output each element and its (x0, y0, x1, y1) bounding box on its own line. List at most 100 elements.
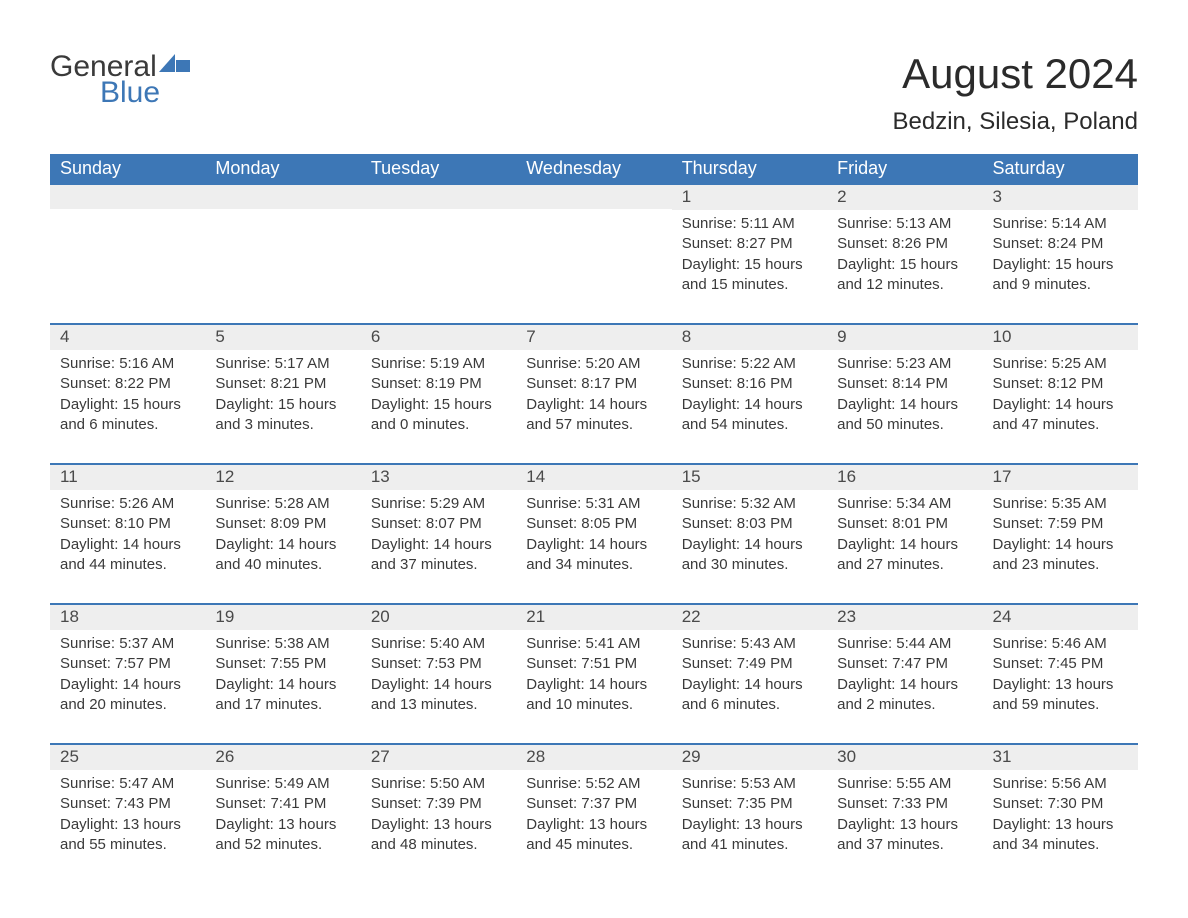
calendar-body: 1Sunrise: 5:11 AMSunset: 8:27 PMDaylight… (50, 185, 1138, 883)
day-body: Sunrise: 5:32 AMSunset: 8:03 PMDaylight:… (672, 490, 827, 603)
day-cell: 8Sunrise: 5:22 AMSunset: 8:16 PMDaylight… (672, 324, 827, 464)
day-cell: 15Sunrise: 5:32 AMSunset: 8:03 PMDayligh… (672, 464, 827, 604)
empty-day-num (361, 185, 516, 209)
dayname-sun: Sunday (50, 154, 205, 185)
day-body: Sunrise: 5:43 AMSunset: 7:49 PMDaylight:… (672, 630, 827, 743)
page: General Blue August 2024 Bedzin, Silesia… (0, 0, 1188, 913)
day-body: Sunrise: 5:55 AMSunset: 7:33 PMDaylight:… (827, 770, 982, 883)
day-cell: 2Sunrise: 5:13 AMSunset: 8:26 PMDaylight… (827, 185, 982, 324)
day-number: 29 (672, 745, 827, 770)
day-number: 9 (827, 325, 982, 350)
dayname-thu: Thursday (672, 154, 827, 185)
day-cell: 11Sunrise: 5:26 AMSunset: 8:10 PMDayligh… (50, 464, 205, 604)
day-number: 18 (50, 605, 205, 630)
day-cell (516, 185, 671, 324)
day-cell (361, 185, 516, 324)
calendar-table: Sunday Monday Tuesday Wednesday Thursday… (50, 154, 1138, 883)
week-row: 4Sunrise: 5:16 AMSunset: 8:22 PMDaylight… (50, 324, 1138, 464)
week-row: 25Sunrise: 5:47 AMSunset: 7:43 PMDayligh… (50, 744, 1138, 883)
day-body: Sunrise: 5:47 AMSunset: 7:43 PMDaylight:… (50, 770, 205, 883)
empty-day-body (361, 209, 516, 261)
day-body: Sunrise: 5:34 AMSunset: 8:01 PMDaylight:… (827, 490, 982, 603)
day-cell (50, 185, 205, 324)
dayname-wed: Wednesday (516, 154, 671, 185)
day-number: 24 (983, 605, 1138, 630)
day-number: 14 (516, 465, 671, 490)
week-row: 1Sunrise: 5:11 AMSunset: 8:27 PMDaylight… (50, 185, 1138, 324)
day-cell: 12Sunrise: 5:28 AMSunset: 8:09 PMDayligh… (205, 464, 360, 604)
day-body: Sunrise: 5:44 AMSunset: 7:47 PMDaylight:… (827, 630, 982, 743)
day-cell: 23Sunrise: 5:44 AMSunset: 7:47 PMDayligh… (827, 604, 982, 744)
day-cell: 30Sunrise: 5:55 AMSunset: 7:33 PMDayligh… (827, 744, 982, 883)
header: General Blue August 2024 Bedzin, Silesia… (50, 50, 1138, 136)
day-body: Sunrise: 5:53 AMSunset: 7:35 PMDaylight:… (672, 770, 827, 883)
title-block: August 2024 Bedzin, Silesia, Poland (893, 50, 1138, 136)
day-body: Sunrise: 5:49 AMSunset: 7:41 PMDaylight:… (205, 770, 360, 883)
day-number: 19 (205, 605, 360, 630)
day-cell: 4Sunrise: 5:16 AMSunset: 8:22 PMDaylight… (50, 324, 205, 464)
day-number: 2 (827, 185, 982, 210)
day-number: 13 (361, 465, 516, 490)
day-cell (205, 185, 360, 324)
day-body: Sunrise: 5:25 AMSunset: 8:12 PMDaylight:… (983, 350, 1138, 463)
empty-day-num (205, 185, 360, 209)
day-number: 21 (516, 605, 671, 630)
day-number: 27 (361, 745, 516, 770)
dayname-sat: Saturday (983, 154, 1138, 185)
empty-day-num (50, 185, 205, 209)
day-body: Sunrise: 5:23 AMSunset: 8:14 PMDaylight:… (827, 350, 982, 463)
day-cell: 29Sunrise: 5:53 AMSunset: 7:35 PMDayligh… (672, 744, 827, 883)
day-body: Sunrise: 5:46 AMSunset: 7:45 PMDaylight:… (983, 630, 1138, 743)
day-cell: 24Sunrise: 5:46 AMSunset: 7:45 PMDayligh… (983, 604, 1138, 744)
day-body: Sunrise: 5:17 AMSunset: 8:21 PMDaylight:… (205, 350, 360, 463)
day-body: Sunrise: 5:26 AMSunset: 8:10 PMDaylight:… (50, 490, 205, 603)
empty-day-body (205, 209, 360, 261)
day-body: Sunrise: 5:13 AMSunset: 8:26 PMDaylight:… (827, 210, 982, 323)
day-body: Sunrise: 5:22 AMSunset: 8:16 PMDaylight:… (672, 350, 827, 463)
day-cell: 20Sunrise: 5:40 AMSunset: 7:53 PMDayligh… (361, 604, 516, 744)
day-number: 22 (672, 605, 827, 630)
day-body: Sunrise: 5:16 AMSunset: 8:22 PMDaylight:… (50, 350, 205, 463)
day-number: 30 (827, 745, 982, 770)
day-cell: 7Sunrise: 5:20 AMSunset: 8:17 PMDaylight… (516, 324, 671, 464)
day-number: 6 (361, 325, 516, 350)
day-body: Sunrise: 5:28 AMSunset: 8:09 PMDaylight:… (205, 490, 360, 603)
day-cell: 1Sunrise: 5:11 AMSunset: 8:27 PMDaylight… (672, 185, 827, 324)
day-body: Sunrise: 5:20 AMSunset: 8:17 PMDaylight:… (516, 350, 671, 463)
day-number: 23 (827, 605, 982, 630)
month-title: August 2024 (893, 50, 1138, 98)
day-cell: 19Sunrise: 5:38 AMSunset: 7:55 PMDayligh… (205, 604, 360, 744)
day-number: 31 (983, 745, 1138, 770)
day-body: Sunrise: 5:14 AMSunset: 8:24 PMDaylight:… (983, 210, 1138, 323)
logo: General Blue (50, 50, 193, 110)
day-number: 10 (983, 325, 1138, 350)
calendar-header-row: Sunday Monday Tuesday Wednesday Thursday… (50, 154, 1138, 185)
day-cell: 5Sunrise: 5:17 AMSunset: 8:21 PMDaylight… (205, 324, 360, 464)
day-number: 25 (50, 745, 205, 770)
day-body: Sunrise: 5:37 AMSunset: 7:57 PMDaylight:… (50, 630, 205, 743)
day-number: 26 (205, 745, 360, 770)
day-number: 28 (516, 745, 671, 770)
day-cell: 6Sunrise: 5:19 AMSunset: 8:19 PMDaylight… (361, 324, 516, 464)
day-cell: 13Sunrise: 5:29 AMSunset: 8:07 PMDayligh… (361, 464, 516, 604)
day-number: 1 (672, 185, 827, 210)
day-body: Sunrise: 5:40 AMSunset: 7:53 PMDaylight:… (361, 630, 516, 743)
day-cell: 25Sunrise: 5:47 AMSunset: 7:43 PMDayligh… (50, 744, 205, 883)
day-number: 16 (827, 465, 982, 490)
week-row: 18Sunrise: 5:37 AMSunset: 7:57 PMDayligh… (50, 604, 1138, 744)
day-cell: 22Sunrise: 5:43 AMSunset: 7:49 PMDayligh… (672, 604, 827, 744)
day-cell: 28Sunrise: 5:52 AMSunset: 7:37 PMDayligh… (516, 744, 671, 883)
day-cell: 10Sunrise: 5:25 AMSunset: 8:12 PMDayligh… (983, 324, 1138, 464)
day-cell: 18Sunrise: 5:37 AMSunset: 7:57 PMDayligh… (50, 604, 205, 744)
week-row: 11Sunrise: 5:26 AMSunset: 8:10 PMDayligh… (50, 464, 1138, 604)
logo-flag-icon (159, 50, 193, 84)
day-body: Sunrise: 5:29 AMSunset: 8:07 PMDaylight:… (361, 490, 516, 603)
day-number: 8 (672, 325, 827, 350)
dayname-mon: Monday (205, 154, 360, 185)
location: Bedzin, Silesia, Poland (893, 108, 1138, 136)
dayname-tue: Tuesday (361, 154, 516, 185)
dayname-fri: Friday (827, 154, 982, 185)
day-number: 15 (672, 465, 827, 490)
day-cell: 14Sunrise: 5:31 AMSunset: 8:05 PMDayligh… (516, 464, 671, 604)
day-body: Sunrise: 5:31 AMSunset: 8:05 PMDaylight:… (516, 490, 671, 603)
